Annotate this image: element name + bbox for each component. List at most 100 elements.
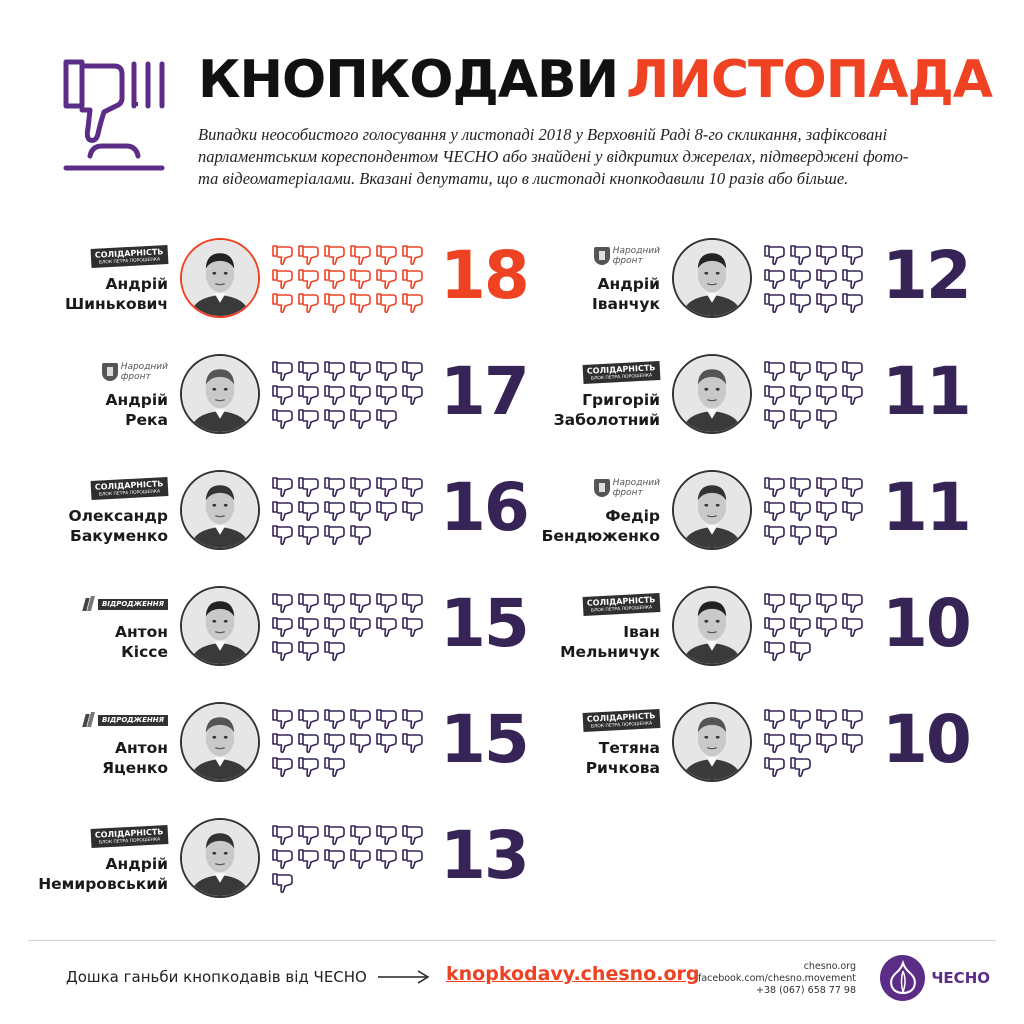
thumbs-down-icon: [376, 385, 397, 406]
thumbs-down-icon: [402, 825, 423, 846]
vote-count: 12: [882, 237, 972, 314]
contact-website[interactable]: chesno.org: [803, 961, 856, 972]
thumbs-down-icon: [816, 361, 837, 382]
vote-icons-grid: [764, 244, 868, 316]
thumbs-down-icon: [298, 477, 319, 498]
party-label: Народний фронт: [550, 476, 660, 500]
portrait-icon: [182, 588, 258, 664]
thumbs-down-icon: [764, 709, 785, 730]
thumbs-down-icon: [272, 757, 293, 778]
thumbs-down-icon: [790, 269, 811, 290]
vote-count: 15: [440, 585, 530, 662]
vote-icons-grid: [764, 360, 868, 432]
party-badge-vidrodzhennia: ВІДРОДЖЕННЯ: [82, 712, 168, 728]
deputy-last-name: Шинькович: [65, 295, 168, 313]
thumbs-down-icon: [764, 409, 785, 430]
vote-count: 11: [882, 469, 972, 546]
footer-caption: Дошка ганьби кнопкодавів від ЧЕСНО: [66, 968, 367, 986]
deputy-last-name: Бакуменко: [70, 527, 168, 545]
thumbs-down-icon: [324, 593, 345, 614]
thumbs-down-icon: [272, 525, 293, 546]
thumbs-down-icon: [816, 617, 837, 638]
title-part-2: ЛИСТОПАДА: [626, 50, 993, 110]
thumbs-down-icon: [790, 501, 811, 522]
knopkodavy-link[interactable]: knopkodavy.chesno.org: [446, 963, 700, 985]
thumbs-down-icon: [764, 477, 785, 498]
thumbs-down-icon: [350, 733, 371, 754]
intro-line: Випадки неособистого голосування у листо…: [198, 125, 888, 144]
thumbs-down-icon: [402, 385, 423, 406]
thumbs-down-icon: [764, 361, 785, 382]
thumbs-down-icon: [298, 593, 319, 614]
thumbs-down-icon: [324, 361, 345, 382]
party-label: СОЛІДАРНІСТЬ БЛОК ПЕТРА ПОРОШЕНКА: [58, 244, 169, 268]
thumbs-down-icon: [272, 593, 293, 614]
party-badge-narodnyi-front: Народний фронт: [593, 478, 660, 498]
thumbs-down-icon: [816, 501, 837, 522]
party-badge-solidarnist: СОЛІДАРНІСТЬ БЛОК ПЕТРА ПОРОШЕНКА: [582, 360, 661, 384]
thumbs-down-icon: [842, 269, 863, 290]
thumbs-down-icon: [842, 501, 863, 522]
thumbs-down-icon: [842, 477, 863, 498]
thumbs-down-icon: [816, 709, 837, 730]
deputy-last-name: Река: [125, 411, 168, 429]
deputy-last-name: Мельничук: [560, 643, 660, 661]
deputy-last-name: Бендюженко: [541, 527, 660, 545]
deputy-name: Іван Мельничук: [520, 622, 660, 662]
thumbs-down-icon: [376, 245, 397, 266]
party-label: Народний фронт: [58, 360, 168, 384]
deputy-photo: [180, 354, 260, 434]
thumbs-down-icon: [842, 733, 863, 754]
thumbs-down-icon: [376, 409, 397, 430]
thumbs-down-icon: [324, 825, 345, 846]
thumbs-down-icon: [324, 293, 345, 314]
thumbs-down-icon: [816, 477, 837, 498]
deputy-first-name: Антон: [114, 739, 168, 757]
thumbs-down-icon: [402, 269, 423, 290]
deputy-photo: [180, 702, 260, 782]
thumbs-down-icon: [350, 293, 371, 314]
vote-count: 11: [882, 353, 972, 430]
page-title: КНОПКОДАВИ ЛИСТОПАДА: [198, 50, 993, 110]
party-label: СОЛІДАРНІСТЬ БЛОК ПЕТРА ПОРОШЕНКА: [550, 708, 661, 732]
party-name: Народний: [612, 478, 660, 488]
deputy-name: Олександр Бакуменко: [28, 506, 168, 546]
portrait-icon: [182, 704, 258, 780]
thumbs-down-icon: [790, 409, 811, 430]
deputy-photo: [672, 354, 752, 434]
contact-facebook[interactable]: facebook.com/chesno.movement: [697, 973, 856, 984]
party-badge-narodnyi-front: Народний фронт: [101, 362, 168, 382]
thumbs-down-icon: [272, 873, 293, 894]
party-name-2: фронт: [612, 256, 643, 266]
vote-icons-grid: [272, 244, 428, 316]
thumbs-down-icon: [350, 245, 371, 266]
party-name: ВІДРОДЖЕННЯ: [98, 598, 168, 610]
thumbs-down-icon: [324, 849, 345, 870]
thumbs-down-icon: [790, 733, 811, 754]
thumbs-down-icon: [842, 293, 863, 314]
thumbs-down-icon: [764, 293, 785, 314]
deputy-first-name: Андрій: [105, 275, 169, 293]
thumbs-down-icon: [272, 409, 293, 430]
deputy-photo: [672, 586, 752, 666]
thumbs-down-icon: [350, 593, 371, 614]
party-badge-solidarnist: СОЛІДАРНІСТЬ БЛОК ПЕТРА ПОРОШЕНКА: [90, 476, 169, 500]
thumbs-down-icon: [790, 477, 811, 498]
thumbs-down-icon: [272, 269, 293, 290]
thumbs-down-icon: [350, 385, 371, 406]
thumbs-down-icon: [298, 641, 319, 662]
thumbs-down-icon: [402, 849, 423, 870]
party-badge-vidrodzhennia: ВІДРОДЖЕННЯ: [82, 596, 168, 612]
thumbs-down-icon: [376, 293, 397, 314]
thumbs-down-icon: [272, 617, 293, 638]
party-name: Народний: [612, 246, 660, 256]
thumbs-down-icon: [816, 593, 837, 614]
thumbs-down-icon: [324, 757, 345, 778]
vote-icons-grid: [764, 592, 868, 664]
vote-icons-grid: [272, 824, 428, 896]
thumbs-down-icon: [272, 385, 293, 406]
thumbs-down-icon: [376, 477, 397, 498]
deputy-photo: [180, 586, 260, 666]
thumbs-down-icon: [324, 477, 345, 498]
deputy-name: Андрій Шинькович: [28, 274, 168, 314]
